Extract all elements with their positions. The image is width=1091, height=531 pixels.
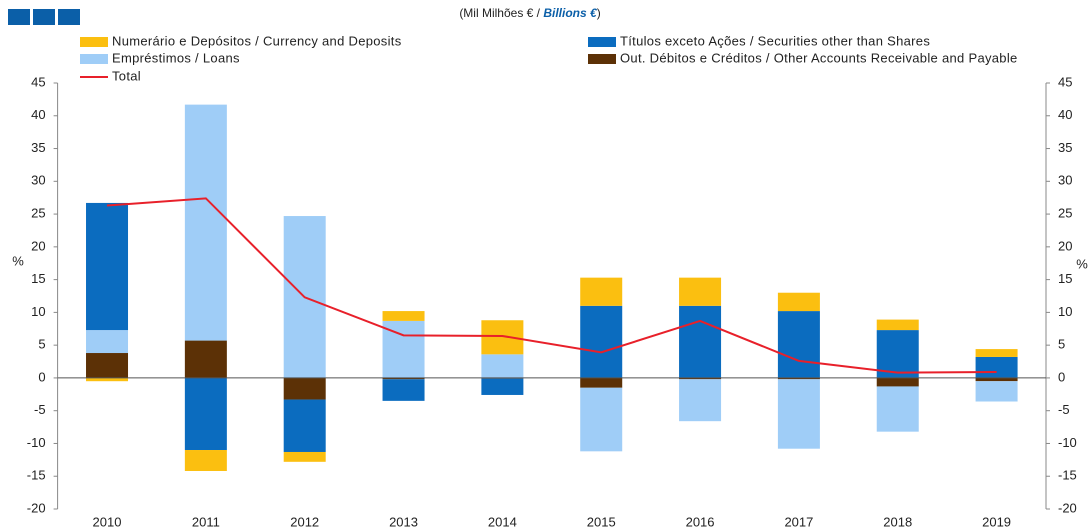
y-tick-label: 25 (31, 206, 45, 221)
logo-block (8, 9, 30, 25)
title-en: Billions € (543, 6, 598, 20)
bar (283, 377, 326, 400)
bar (86, 202, 129, 331)
x-tick-label: 2018 (883, 514, 912, 529)
bar (580, 387, 623, 452)
y2-tick-label: 20 (1058, 238, 1072, 253)
x-tick-label: 2012 (290, 514, 319, 529)
y-tick-label: 10 (31, 304, 45, 319)
y-tick-label: 45 (31, 74, 45, 89)
bar (679, 305, 722, 378)
bar (679, 277, 722, 306)
bar (184, 377, 227, 451)
bar (876, 386, 919, 432)
bar (975, 349, 1018, 357)
bar (184, 340, 227, 378)
y-tick-label: 20 (31, 238, 45, 253)
bar (580, 277, 623, 306)
x-tick-label: 2014 (488, 514, 517, 529)
y2-tick-label: 5 (1058, 337, 1065, 352)
x-tick-label: 2016 (686, 514, 715, 529)
bar (481, 378, 524, 395)
legend-label: Títulos exceto Ações / Securities other … (620, 33, 930, 48)
bar (777, 377, 820, 380)
bar (86, 353, 129, 378)
bar (876, 330, 919, 378)
y2-tick-label: 25 (1058, 206, 1072, 221)
y2-tick-label: -10 (1058, 435, 1077, 450)
bar (679, 377, 722, 380)
y2-axis-label: % (1076, 256, 1088, 271)
y2-tick-label: 40 (1058, 107, 1072, 122)
bar (481, 354, 524, 378)
y2-tick-label: -5 (1058, 402, 1070, 417)
legend-label: Total (112, 68, 141, 83)
bar (481, 320, 524, 355)
logo-block (33, 9, 55, 25)
title-pt: (Mil Milhões € / (459, 6, 543, 20)
y2-tick-label: 35 (1058, 140, 1072, 155)
y-tick-label: -5 (34, 402, 46, 417)
bar (975, 381, 1018, 402)
legend-swatch (80, 37, 108, 47)
y-tick-label: 5 (38, 337, 45, 352)
y2-tick-label: 10 (1058, 304, 1072, 319)
chart-title: (Mil Milhões € / Billions €) (459, 6, 600, 20)
legend-label: Out. Débitos e Créditos / Other Accounts… (620, 50, 1018, 65)
bar (876, 319, 919, 331)
x-tick-label: 2015 (587, 514, 616, 529)
bar (777, 379, 820, 449)
y-tick-label: 30 (31, 173, 45, 188)
total-line (106, 197, 997, 374)
y-tick-label: -10 (27, 435, 46, 450)
y2-tick-label: -20 (1058, 500, 1077, 515)
y2-tick-label: -15 (1058, 468, 1077, 483)
legend-swatch (588, 54, 616, 64)
y2-tick-label: 45 (1058, 74, 1072, 89)
legend-swatch (588, 37, 616, 47)
y-tick-label: -20 (27, 500, 46, 515)
legend-swatch (80, 54, 108, 64)
y-axis-label: % (12, 253, 24, 268)
y2-tick-label: 0 (1058, 369, 1065, 384)
bar (382, 379, 425, 401)
title-end: ) (597, 6, 601, 20)
y-tick-label: -15 (27, 468, 46, 483)
bar (283, 399, 326, 452)
bar (86, 377, 129, 382)
y2-tick-label: 30 (1058, 173, 1072, 188)
bar (975, 377, 1018, 382)
bar (679, 379, 722, 422)
x-tick-label: 2011 (192, 514, 220, 529)
y2-tick-label: 15 (1058, 271, 1072, 286)
bar (86, 330, 129, 354)
x-tick-label: 2017 (784, 514, 813, 529)
bar (876, 377, 919, 387)
bar (184, 104, 227, 341)
legend-label: Empréstimos / Loans (112, 50, 240, 65)
bar (975, 356, 1018, 378)
legend-label: Numerário e Depósitos / Currency and Dep… (112, 33, 402, 48)
bar (382, 377, 425, 380)
x-tick-label: 2013 (389, 514, 418, 529)
y-tick-label: 35 (31, 140, 45, 155)
y-tick-label: 40 (31, 107, 45, 122)
bar (777, 292, 820, 312)
bar (283, 451, 326, 462)
bar (382, 311, 425, 321)
logo-block (58, 9, 80, 25)
x-tick-label: 2010 (93, 514, 122, 529)
bar (580, 305, 623, 378)
logo (8, 9, 80, 25)
bar (580, 377, 623, 388)
x-tick-label: 2019 (982, 514, 1011, 529)
bar (777, 311, 820, 378)
y-tick-label: 15 (31, 271, 45, 286)
y-tick-label: 0 (38, 369, 45, 384)
bar (184, 450, 227, 471)
